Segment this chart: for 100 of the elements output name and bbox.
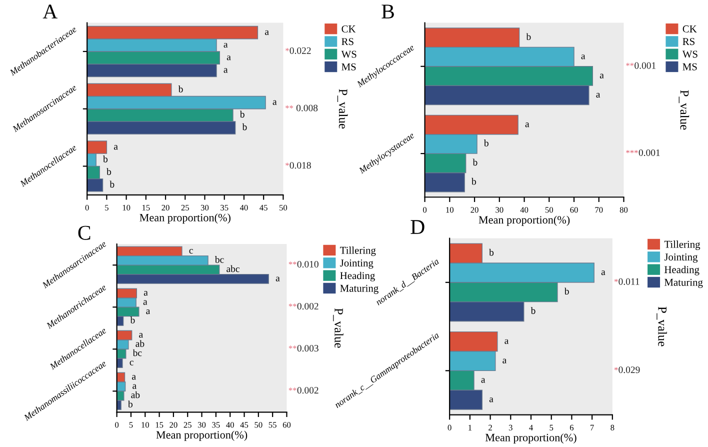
data-label: a [226, 56, 231, 60]
text: **0.001 [626, 62, 656, 69]
data-label: b [106, 168, 112, 175]
chart-title: B [382, 4, 394, 18]
x-tick-label: 25 [181, 204, 189, 210]
data-label: b [128, 400, 133, 408]
data-label: a [481, 378, 486, 383]
data-label: c [130, 360, 134, 366]
data-label: a [132, 384, 136, 389]
x-tick-label: 10 [446, 207, 454, 213]
data-label: c [189, 248, 193, 254]
x-tick-label: 50 [280, 204, 288, 210]
y2-axis-title: P_value [337, 89, 348, 129]
chart-title: C [78, 226, 90, 240]
data-label: b [130, 316, 135, 324]
legend-label: Maturing [340, 284, 378, 294]
x-axis-title: Mean proportion(%) [140, 214, 230, 224]
legend-label: WS [682, 50, 698, 58]
data-label: a [272, 100, 277, 105]
text: **0.010 [288, 260, 318, 268]
x-tick-label: 60 [282, 422, 291, 428]
legend-label: Jointing [664, 254, 698, 263]
text: **0.003 [288, 344, 318, 352]
chart-title: D [410, 220, 424, 234]
data-label: b [489, 248, 494, 256]
data-label: a [502, 358, 507, 364]
data-label: a [525, 122, 530, 128]
y2-axis-title: P_value [678, 90, 690, 130]
x-tick-label: 50 [545, 207, 553, 213]
x-tick-label: 10 [142, 422, 149, 428]
x-tick-label: 40 [520, 207, 528, 213]
text: *0.029 [614, 366, 640, 374]
legend-label: WS [341, 50, 356, 58]
x-tick-label: 40 [240, 204, 248, 210]
legend-label: Tillering [664, 240, 700, 250]
x-tick-label: 30 [198, 422, 206, 428]
text: *0.011 [614, 278, 640, 285]
x-tick-label: 40 [226, 422, 234, 428]
legend-label: MS [682, 63, 697, 70]
text: ***0.001 [626, 149, 660, 156]
legend-label: MS [342, 63, 356, 70]
data-label: a [146, 309, 150, 314]
data-label: b [472, 178, 476, 185]
legend-label: Heading [340, 272, 375, 282]
x-tick-label: 50 [254, 422, 262, 428]
data-label: b [178, 86, 183, 92]
x-tick-label: 8 [610, 424, 614, 430]
data-label: a [144, 291, 148, 296]
x-axis-title: Mean proportion(%) [156, 430, 248, 441]
legend-label: Tillering [340, 246, 376, 256]
data-label: ab [131, 391, 140, 398]
x-tick-label: 20 [162, 204, 170, 210]
data-label: abc [226, 265, 240, 272]
data-label: bc [214, 256, 224, 263]
data-label: a [600, 74, 604, 78]
data-label: b [103, 155, 108, 162]
x-tick-label: 55 [268, 422, 276, 428]
data-label: a [139, 333, 143, 338]
data-label: b [472, 158, 478, 166]
data-label: b [484, 140, 488, 146]
data-label: a [276, 276, 280, 282]
data-label: b [564, 288, 569, 295]
data-label: a [114, 145, 118, 150]
x-tick-label: 0 [115, 422, 119, 428]
x-tick-label: 7 [590, 424, 594, 430]
text: *0.022 [286, 47, 311, 54]
data-label: b [110, 180, 114, 188]
x-tick-label: 15 [156, 422, 164, 428]
y2-axis-title: P_value [656, 306, 667, 346]
text: **0.002 [288, 387, 318, 394]
x-tick-label: 70 [595, 207, 603, 213]
x-tick-label: 4 [529, 424, 533, 430]
x-tick-label: 45 [260, 204, 268, 210]
text: **0.002 [288, 302, 318, 310]
x-tick-label: 6 [570, 424, 574, 430]
x-axis-title: Mean proportion(%) [486, 433, 576, 444]
data-label: a [132, 375, 136, 380]
x-tick-label: 10 [122, 204, 130, 210]
data-label: a [143, 300, 148, 305]
data-label: a [224, 42, 228, 48]
x-tick-label: 15 [142, 204, 150, 210]
legend-label: RS [342, 38, 354, 46]
x-axis-title: Mean proportion(%) [478, 216, 570, 226]
data-label: b [526, 33, 531, 40]
x-tick-label: 60 [570, 207, 578, 213]
chart-title: A [42, 4, 58, 18]
legend-label: Heading [664, 266, 700, 276]
x-tick-label: 0 [423, 207, 427, 213]
x-tick-label: 5 [550, 424, 554, 430]
x-tick-label: 3 [508, 424, 512, 430]
x-tick-label: 30 [200, 204, 209, 210]
x-tick-label: 0 [85, 204, 89, 210]
data-label: a [581, 54, 586, 60]
text: ** 0.008 [286, 104, 318, 112]
legend-label: CK [682, 25, 697, 32]
data-label: b [240, 110, 244, 118]
x-tick-label: 30 [496, 207, 504, 213]
data-label: a [264, 30, 269, 35]
x-tick-label: 1 [468, 424, 472, 430]
data-label: a [489, 398, 494, 402]
